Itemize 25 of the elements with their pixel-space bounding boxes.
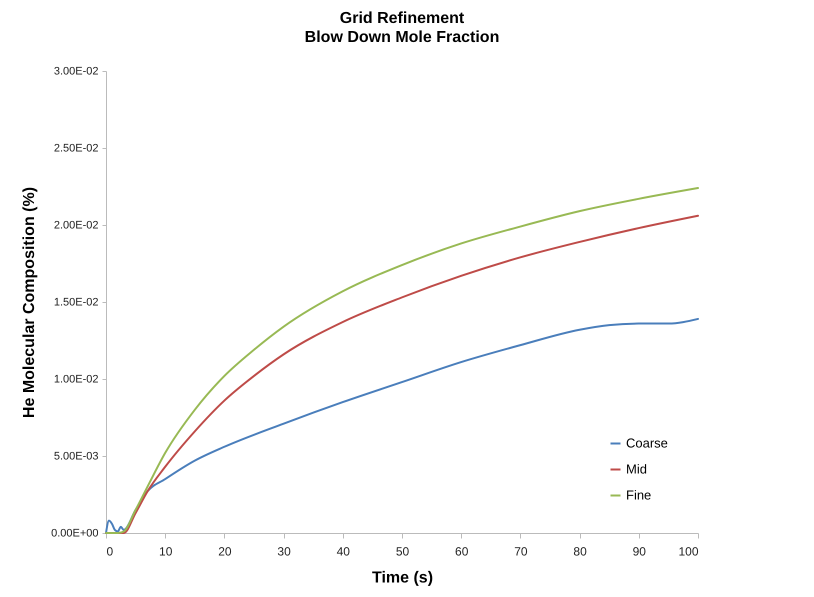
y-tick-label: 1.00E-02 bbox=[54, 374, 98, 386]
chart-subtitle: Blow Down Mole Fraction bbox=[304, 29, 500, 46]
y-axis-title: He Molecular Composition (%) bbox=[21, 186, 38, 418]
x-tick-label: 50 bbox=[396, 544, 410, 558]
x-tick-label: 40 bbox=[336, 544, 350, 558]
x-tick-label: 100 bbox=[678, 544, 699, 558]
x-tick-label: 10 bbox=[159, 544, 173, 558]
chart-title: Grid Refinement bbox=[340, 10, 465, 27]
x-tick-label: 0 bbox=[106, 544, 114, 558]
x-tick-label: 30 bbox=[277, 544, 292, 558]
x-axis-title: Time (s) bbox=[372, 570, 434, 586]
legend-label: Coarse bbox=[626, 436, 668, 450]
y-tick-label: 5.00E-03 bbox=[54, 450, 98, 462]
x-tick-label: 80 bbox=[573, 544, 588, 558]
y-tick-label: 1.50E-02 bbox=[54, 296, 98, 308]
x-tick-label: 20 bbox=[218, 544, 232, 558]
y-tick-label: 3.00E-02 bbox=[54, 66, 98, 78]
y-tick-label: 0.00E+00 bbox=[51, 528, 98, 540]
x-tick-label: 60 bbox=[455, 544, 469, 558]
x-tick-label: 90 bbox=[632, 544, 646, 558]
legend-label: Mid bbox=[626, 462, 647, 476]
x-tick-label: 70 bbox=[514, 544, 528, 558]
y-tick-label: 2.50E-02 bbox=[54, 142, 98, 154]
legend-label: Fine bbox=[626, 488, 652, 502]
y-tick-label: 2.00E-02 bbox=[54, 220, 98, 232]
